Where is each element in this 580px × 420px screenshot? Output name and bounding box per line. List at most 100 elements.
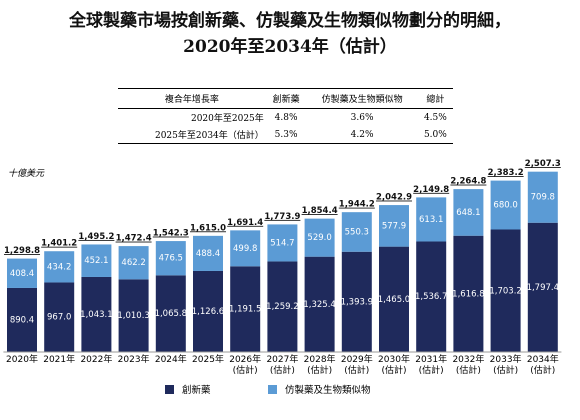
legend-item: 仿製藥及生物類似物 bbox=[268, 382, 371, 396]
total-label: 1,854.4 bbox=[302, 206, 338, 216]
value-label: 550.3 bbox=[345, 227, 369, 237]
value-label: 648.1 bbox=[456, 208, 480, 218]
legend-label: 仿製藥及生物類似物 bbox=[285, 385, 371, 396]
value-label: 499.8 bbox=[233, 244, 257, 254]
value-label: 452.1 bbox=[84, 256, 108, 266]
table-cell: 2020年至2025年 bbox=[190, 114, 264, 124]
value-label: 488.4 bbox=[196, 249, 220, 259]
total-label: 2,149.8 bbox=[413, 185, 449, 195]
value-label: 709.8 bbox=[531, 193, 555, 203]
table-cell: 5.0% bbox=[417, 126, 453, 144]
table-cell: 4.2% bbox=[306, 126, 418, 144]
value-label: 1,126.6 bbox=[192, 307, 224, 317]
total-label: 1,401.2 bbox=[41, 239, 77, 249]
table-cell: 5.3% bbox=[265, 126, 307, 144]
bar-segment bbox=[341, 212, 372, 252]
value-label: 1,616.8 bbox=[452, 289, 484, 299]
value-label: 967.0 bbox=[47, 313, 71, 323]
x-tick-label: 2033年 (估計) bbox=[489, 355, 522, 376]
bar-segment bbox=[527, 171, 558, 223]
value-label: 1,065.8 bbox=[155, 309, 187, 319]
value-label: 1,703.2 bbox=[489, 286, 521, 296]
legend-label: 創新藥 bbox=[182, 385, 211, 396]
value-label: 1,191.5 bbox=[229, 305, 261, 315]
bar-segment bbox=[379, 246, 409, 352]
total-label: 2,264.8 bbox=[450, 177, 486, 187]
table-row: 2025年至2034年（估計） 5.3% 4.2% 5.0% bbox=[118, 126, 453, 144]
value-label: 1,010.3 bbox=[117, 311, 149, 321]
value-label: 1,259.2 bbox=[266, 302, 298, 312]
bar-segment bbox=[44, 251, 75, 283]
value-label: 434.2 bbox=[47, 262, 71, 272]
x-tick-label: 2022年 bbox=[80, 355, 113, 365]
x-tick-label: 2028年 (估計) bbox=[303, 355, 336, 376]
bar-segment bbox=[44, 282, 75, 352]
value-label: 514.7 bbox=[270, 238, 294, 248]
total-label: 1,542.3 bbox=[153, 229, 189, 239]
bar-segment bbox=[379, 205, 409, 247]
legend-swatch bbox=[268, 385, 277, 394]
table-row: 2020年至2025年 4.8% 3.6% 4.5% bbox=[118, 109, 453, 127]
bar-segment bbox=[490, 180, 521, 230]
total-label: 1,298.8 bbox=[4, 246, 40, 256]
legend-swatch bbox=[165, 385, 174, 394]
value-label: 1,536.7 bbox=[415, 292, 447, 302]
bar-segment bbox=[7, 287, 37, 352]
table-cell: 3.6% bbox=[350, 112, 374, 123]
x-tick-label: 2030年 (估計) bbox=[378, 355, 410, 376]
bar-segment bbox=[193, 235, 223, 271]
bar-segment bbox=[527, 222, 558, 352]
value-label: 462.2 bbox=[121, 258, 145, 268]
table-header-cell: 創新藥 bbox=[265, 88, 307, 109]
bar-segment bbox=[230, 230, 261, 267]
bar-segment bbox=[304, 218, 335, 257]
bar-segment bbox=[304, 256, 335, 352]
y-unit: 十億美元 bbox=[8, 169, 45, 179]
table-header: 複合年增長率 創新藥 仿製藥及生物類似物 總計 bbox=[118, 88, 453, 109]
table-header-cell: 複合年增長率 bbox=[118, 88, 266, 109]
bar-segment bbox=[155, 241, 186, 276]
x-tick-label: 2031年 (估計) bbox=[415, 355, 448, 376]
bar-segment bbox=[118, 279, 149, 352]
value-label: 613.1 bbox=[419, 215, 443, 225]
table-header-cell: 總計 bbox=[417, 88, 453, 109]
table-header-cell: 仿製藥及生物類似物 bbox=[306, 88, 418, 109]
bar-segment bbox=[267, 261, 298, 352]
value-label: 1,043.1 bbox=[80, 310, 112, 320]
x-tick-label: 2023年 bbox=[117, 355, 150, 365]
bar-segment bbox=[7, 258, 37, 288]
total-label: 1,472.4 bbox=[116, 234, 152, 244]
value-label: 1,393.9 bbox=[341, 297, 373, 307]
bar-segment bbox=[81, 276, 112, 352]
bar-segment bbox=[341, 251, 372, 352]
bar-segment bbox=[155, 275, 186, 352]
bar-segment bbox=[453, 189, 484, 236]
bar-segment bbox=[81, 244, 112, 277]
bar-segment bbox=[416, 241, 447, 352]
table-cell: 4.5% bbox=[423, 112, 447, 123]
value-label: 408.4 bbox=[10, 269, 34, 279]
bar-segment bbox=[416, 197, 447, 242]
value-label: 529.0 bbox=[307, 233, 331, 243]
bar-segment bbox=[490, 229, 521, 352]
bar-segment bbox=[230, 266, 261, 352]
total-label: 1,944.2 bbox=[339, 200, 375, 210]
total-label: 1,773.9 bbox=[264, 212, 300, 222]
legend-item: 創新藥 bbox=[165, 382, 211, 396]
bar-segment bbox=[193, 270, 223, 352]
x-tick-label: 2026年 (估計) bbox=[229, 355, 262, 376]
value-label: 577.9 bbox=[382, 221, 406, 231]
x-tick-label: 2032年 (估計) bbox=[452, 355, 485, 376]
x-tick-label: 2024年 bbox=[154, 355, 187, 365]
table-body: 2020年至2025年 4.8% 3.6% 4.5% 2025年至2034年（估計） 5.… bbox=[118, 109, 453, 144]
value-label: 1,465.0 bbox=[378, 295, 410, 305]
x-tick-label: 2021年 bbox=[43, 355, 76, 365]
total-label: 2,042.9 bbox=[376, 193, 412, 203]
chart-title: 全球製藥市場按創新藥、仿製藥及生物類似物劃分的明細， 2020年至2034年（估… bbox=[69, 11, 511, 57]
total-label: 2,507.3 bbox=[525, 159, 561, 169]
total-label: 1,691.4 bbox=[227, 218, 263, 228]
total-label: 2,383.2 bbox=[488, 168, 524, 178]
value-label: 1,797.4 bbox=[527, 283, 559, 293]
